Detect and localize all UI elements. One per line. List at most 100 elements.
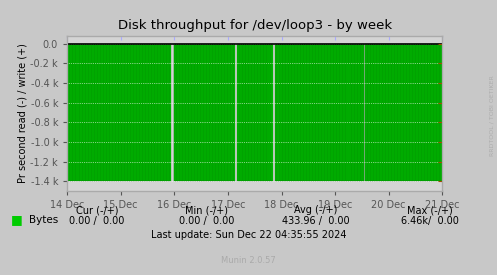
Bar (91, 44, 92, 181)
Bar (93, 44, 94, 181)
Bar (122, 44, 123, 181)
Bar (263, 44, 264, 181)
Bar (188, 44, 189, 181)
Bar (201, 44, 202, 181)
Text: ■: ■ (11, 213, 23, 227)
Bar (328, 44, 329, 181)
Bar (151, 44, 152, 181)
Bar (252, 44, 253, 181)
Bar (334, 44, 335, 181)
Bar (226, 44, 227, 181)
Bar (298, 44, 299, 181)
Bar (157, 44, 158, 181)
Bar (133, 44, 134, 181)
Bar (403, 44, 404, 181)
Bar (351, 44, 352, 181)
Bar (370, 44, 371, 181)
Bar (164, 44, 165, 181)
Bar (279, 44, 280, 181)
Bar (423, 44, 424, 181)
Bar (102, 44, 103, 181)
Bar (174, 44, 175, 181)
Bar (436, 44, 437, 181)
Bar (422, 44, 423, 181)
Bar (234, 44, 235, 181)
Bar (358, 44, 359, 181)
Bar (161, 44, 162, 181)
Bar (138, 44, 139, 181)
Bar (224, 44, 225, 181)
Bar (158, 44, 159, 181)
Bar (109, 44, 110, 181)
Bar (139, 44, 140, 181)
Bar (134, 44, 135, 181)
Bar (442, 44, 443, 181)
Bar (89, 44, 90, 181)
Bar (209, 44, 210, 181)
Bar (339, 44, 340, 181)
Bar (354, 44, 355, 181)
Bar (369, 44, 370, 181)
Bar (242, 44, 243, 181)
Bar (309, 44, 310, 181)
Bar (77, 44, 78, 181)
Bar (346, 44, 347, 181)
Bar (441, 44, 442, 181)
Bar (286, 44, 287, 181)
Bar (130, 44, 131, 181)
Bar (375, 44, 376, 181)
Bar (392, 44, 393, 181)
Bar (198, 44, 199, 181)
Bar (72, 44, 73, 181)
Bar (92, 44, 93, 181)
Bar (277, 44, 278, 181)
Bar (98, 44, 99, 181)
Bar (356, 44, 357, 181)
Bar (81, 44, 82, 181)
Bar (368, 44, 369, 181)
Bar (106, 44, 107, 181)
Bar (167, 44, 168, 181)
Bar (85, 44, 86, 181)
Bar (82, 44, 83, 181)
Bar (221, 44, 222, 181)
Bar (412, 44, 413, 181)
Bar (163, 44, 164, 181)
Bar (247, 44, 248, 181)
Bar (376, 44, 377, 181)
Bar (249, 44, 250, 181)
Bar (393, 44, 394, 181)
Bar (230, 44, 231, 181)
Bar (320, 44, 321, 181)
Text: RRDTOOL / TOBI OETIKER: RRDTOOL / TOBI OETIKER (490, 75, 495, 156)
Bar (303, 44, 304, 181)
Bar (264, 44, 265, 181)
Bar (238, 44, 239, 181)
Bar (405, 44, 406, 181)
Bar (244, 44, 245, 181)
Bar (387, 44, 388, 181)
Bar (105, 44, 106, 181)
Bar (67, 44, 68, 181)
Bar (192, 44, 193, 181)
Bar (290, 44, 291, 181)
Bar (218, 44, 219, 181)
Bar (345, 44, 346, 181)
Bar (313, 44, 314, 181)
Bar (136, 44, 137, 181)
Bar (84, 44, 85, 181)
Bar (289, 44, 290, 181)
Bar (315, 44, 316, 181)
Bar (360, 44, 361, 181)
Bar (282, 44, 283, 181)
Bar (131, 44, 132, 181)
Bar (243, 44, 244, 181)
Bar (83, 44, 84, 181)
Bar (208, 44, 209, 181)
Bar (99, 44, 100, 181)
Bar (278, 44, 279, 181)
Bar (390, 44, 391, 181)
Bar (202, 44, 203, 181)
Bar (154, 44, 155, 181)
Bar (332, 44, 333, 181)
